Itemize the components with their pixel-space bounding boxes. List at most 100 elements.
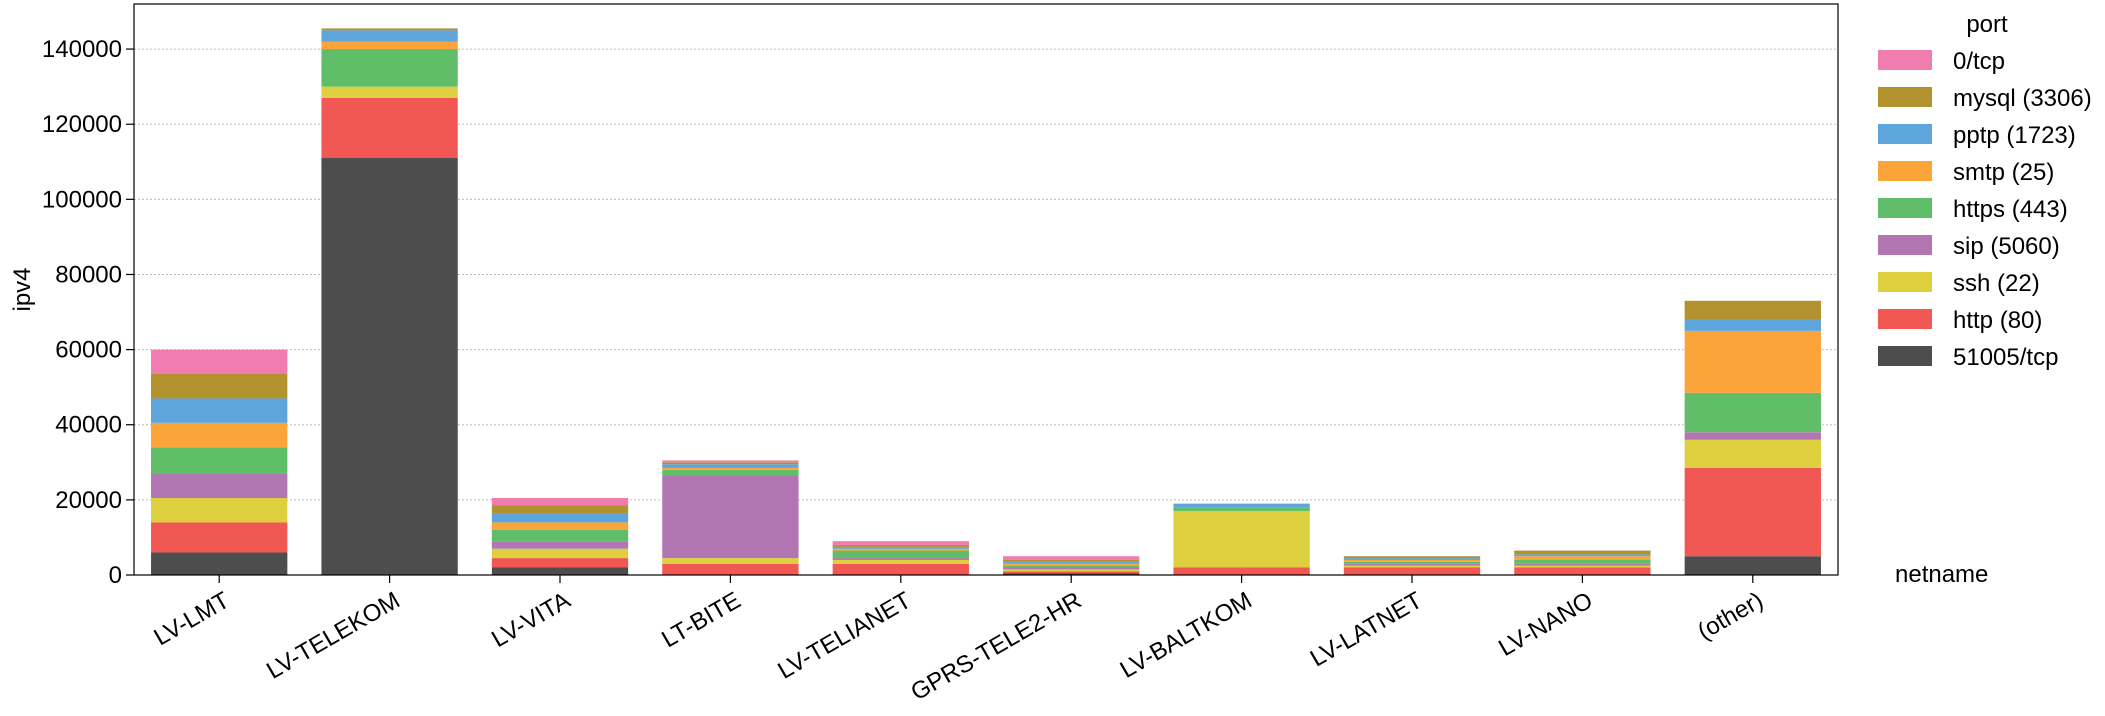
bar-segment: [1003, 556, 1140, 560]
bar-segment: [151, 497, 288, 523]
bar-segment: [321, 30, 458, 42]
bar-segment: [491, 505, 629, 514]
legend-swatch: [1878, 198, 1932, 218]
y-tick-label: 0: [109, 562, 122, 589]
y-axis: 0 20000 40000 60000 80000 100000 120000 140000: [42, 36, 134, 589]
x-tick-label: LV-LMT: [149, 587, 234, 652]
bar-segment: [491, 541, 629, 549]
bar-segment: [1684, 319, 1821, 331]
bar-segment: [832, 544, 969, 547]
bar-segment: [662, 558, 799, 564]
bar-segment: [491, 548, 629, 559]
bar-segment: [1684, 432, 1821, 440]
legend-entry: https (443): [1953, 196, 2068, 223]
legend-swatch: [1878, 161, 1932, 181]
bar-segment: [1684, 467, 1821, 557]
bar-segment: [1173, 503, 1310, 508]
bar-segment: [1514, 559, 1651, 564]
bar-segment: [491, 513, 629, 523]
bar-segment: [832, 550, 969, 559]
bar-segment: [151, 522, 288, 553]
legend-swatch: [1878, 272, 1932, 292]
bar-segment: [151, 374, 288, 399]
legend-swatch: [1878, 235, 1932, 255]
bar-segment: [832, 548, 969, 551]
bar-segment: [1514, 563, 1651, 566]
bar-segment: [151, 447, 288, 474]
bar-segment: [1173, 567, 1310, 575]
x-tick-label: LV-TELIANET: [773, 587, 916, 685]
plot-frame: [133, 3, 1839, 576]
bar-segment: [491, 497, 629, 506]
bar-segment: [1003, 569, 1140, 572]
bar-segment: [1343, 567, 1481, 575]
bar-segment: [1173, 507, 1310, 512]
x-axis-title: netname: [1895, 561, 1988, 588]
legend-swatch: [1878, 50, 1932, 70]
bar-segment: [832, 546, 969, 549]
bar-segment: [151, 349, 288, 375]
x-tick-label: (other): [1693, 587, 1768, 646]
bar-segment: [1684, 556, 1821, 575]
x-tick-label: LV-VITA: [487, 587, 575, 653]
bar-segment: [1514, 565, 1651, 568]
legend-swatch: [1878, 124, 1932, 144]
bar-segment: [1514, 556, 1651, 560]
bar-segment: [832, 558, 969, 560]
bar-segment: [662, 563, 799, 575]
bar-segment: [491, 558, 629, 568]
bar-segment: [1343, 565, 1481, 568]
bar-segment: [1343, 558, 1481, 560]
y-tick-label: 100000: [42, 186, 122, 213]
legend-entry: sip (5060): [1953, 233, 2060, 260]
legend-entry: 0/tcp: [1953, 48, 2005, 75]
bar-segment: [1684, 300, 1821, 320]
legend-entry: http (80): [1953, 307, 2042, 334]
bar-segment: [1003, 571, 1140, 574]
x-tick-label: GPRS-TELE2-HR: [906, 587, 1086, 706]
bar-segment: [662, 460, 799, 463]
bar-segment: [491, 567, 629, 575]
y-tick-label: 120000: [42, 111, 122, 138]
bar-segment: [151, 552, 288, 575]
bar-segment: [1514, 567, 1651, 575]
bar-segment: [662, 467, 799, 470]
legend-entry: 51005/tcp: [1953, 344, 2058, 371]
legend-entry: ssh (22): [1953, 270, 2040, 297]
y-tick-label: 80000: [55, 261, 122, 288]
bar-segment: [1343, 561, 1481, 564]
bar-segment: [1514, 550, 1651, 555]
bar-segment: [1343, 559, 1481, 562]
bar-segment: [1003, 573, 1140, 575]
bar-segment: [662, 469, 799, 476]
bar-segment: [151, 473, 288, 498]
bar-segment: [321, 49, 458, 87]
bar-segment: [321, 97, 458, 159]
x-tick-label: LV-NANO: [1494, 587, 1597, 662]
bar-segment: [491, 529, 629, 542]
bar-segment: [662, 462, 799, 465]
bar-segment: [1003, 563, 1140, 566]
bar-segment: [1514, 554, 1651, 557]
legend-swatch: [1878, 87, 1932, 107]
bar-segment: [832, 563, 969, 575]
bar-segment: [491, 522, 629, 530]
bar-segment: [1173, 511, 1310, 568]
bar-segment: [832, 541, 969, 545]
x-tick-label: LV-LATNET: [1306, 587, 1428, 673]
bar-segment: [321, 86, 458, 98]
bar-segment: [1684, 392, 1821, 433]
legend-entry: pptp (1723): [1953, 122, 2076, 149]
legend-entry: mysql (3306): [1953, 85, 2092, 112]
bar-segment: [832, 559, 969, 564]
bar-segment: [321, 41, 458, 50]
bar-segment: [662, 475, 799, 559]
y-tick-label: 140000: [42, 36, 122, 63]
x-tick-label: LV-TELEKOM: [262, 587, 404, 685]
legend-swatch: [1878, 346, 1932, 366]
bar-segment: [1343, 556, 1481, 559]
legend-entry: smtp (25): [1953, 159, 2054, 186]
y-axis-title: ipv4: [9, 267, 36, 311]
bar-segment: [1684, 330, 1821, 393]
